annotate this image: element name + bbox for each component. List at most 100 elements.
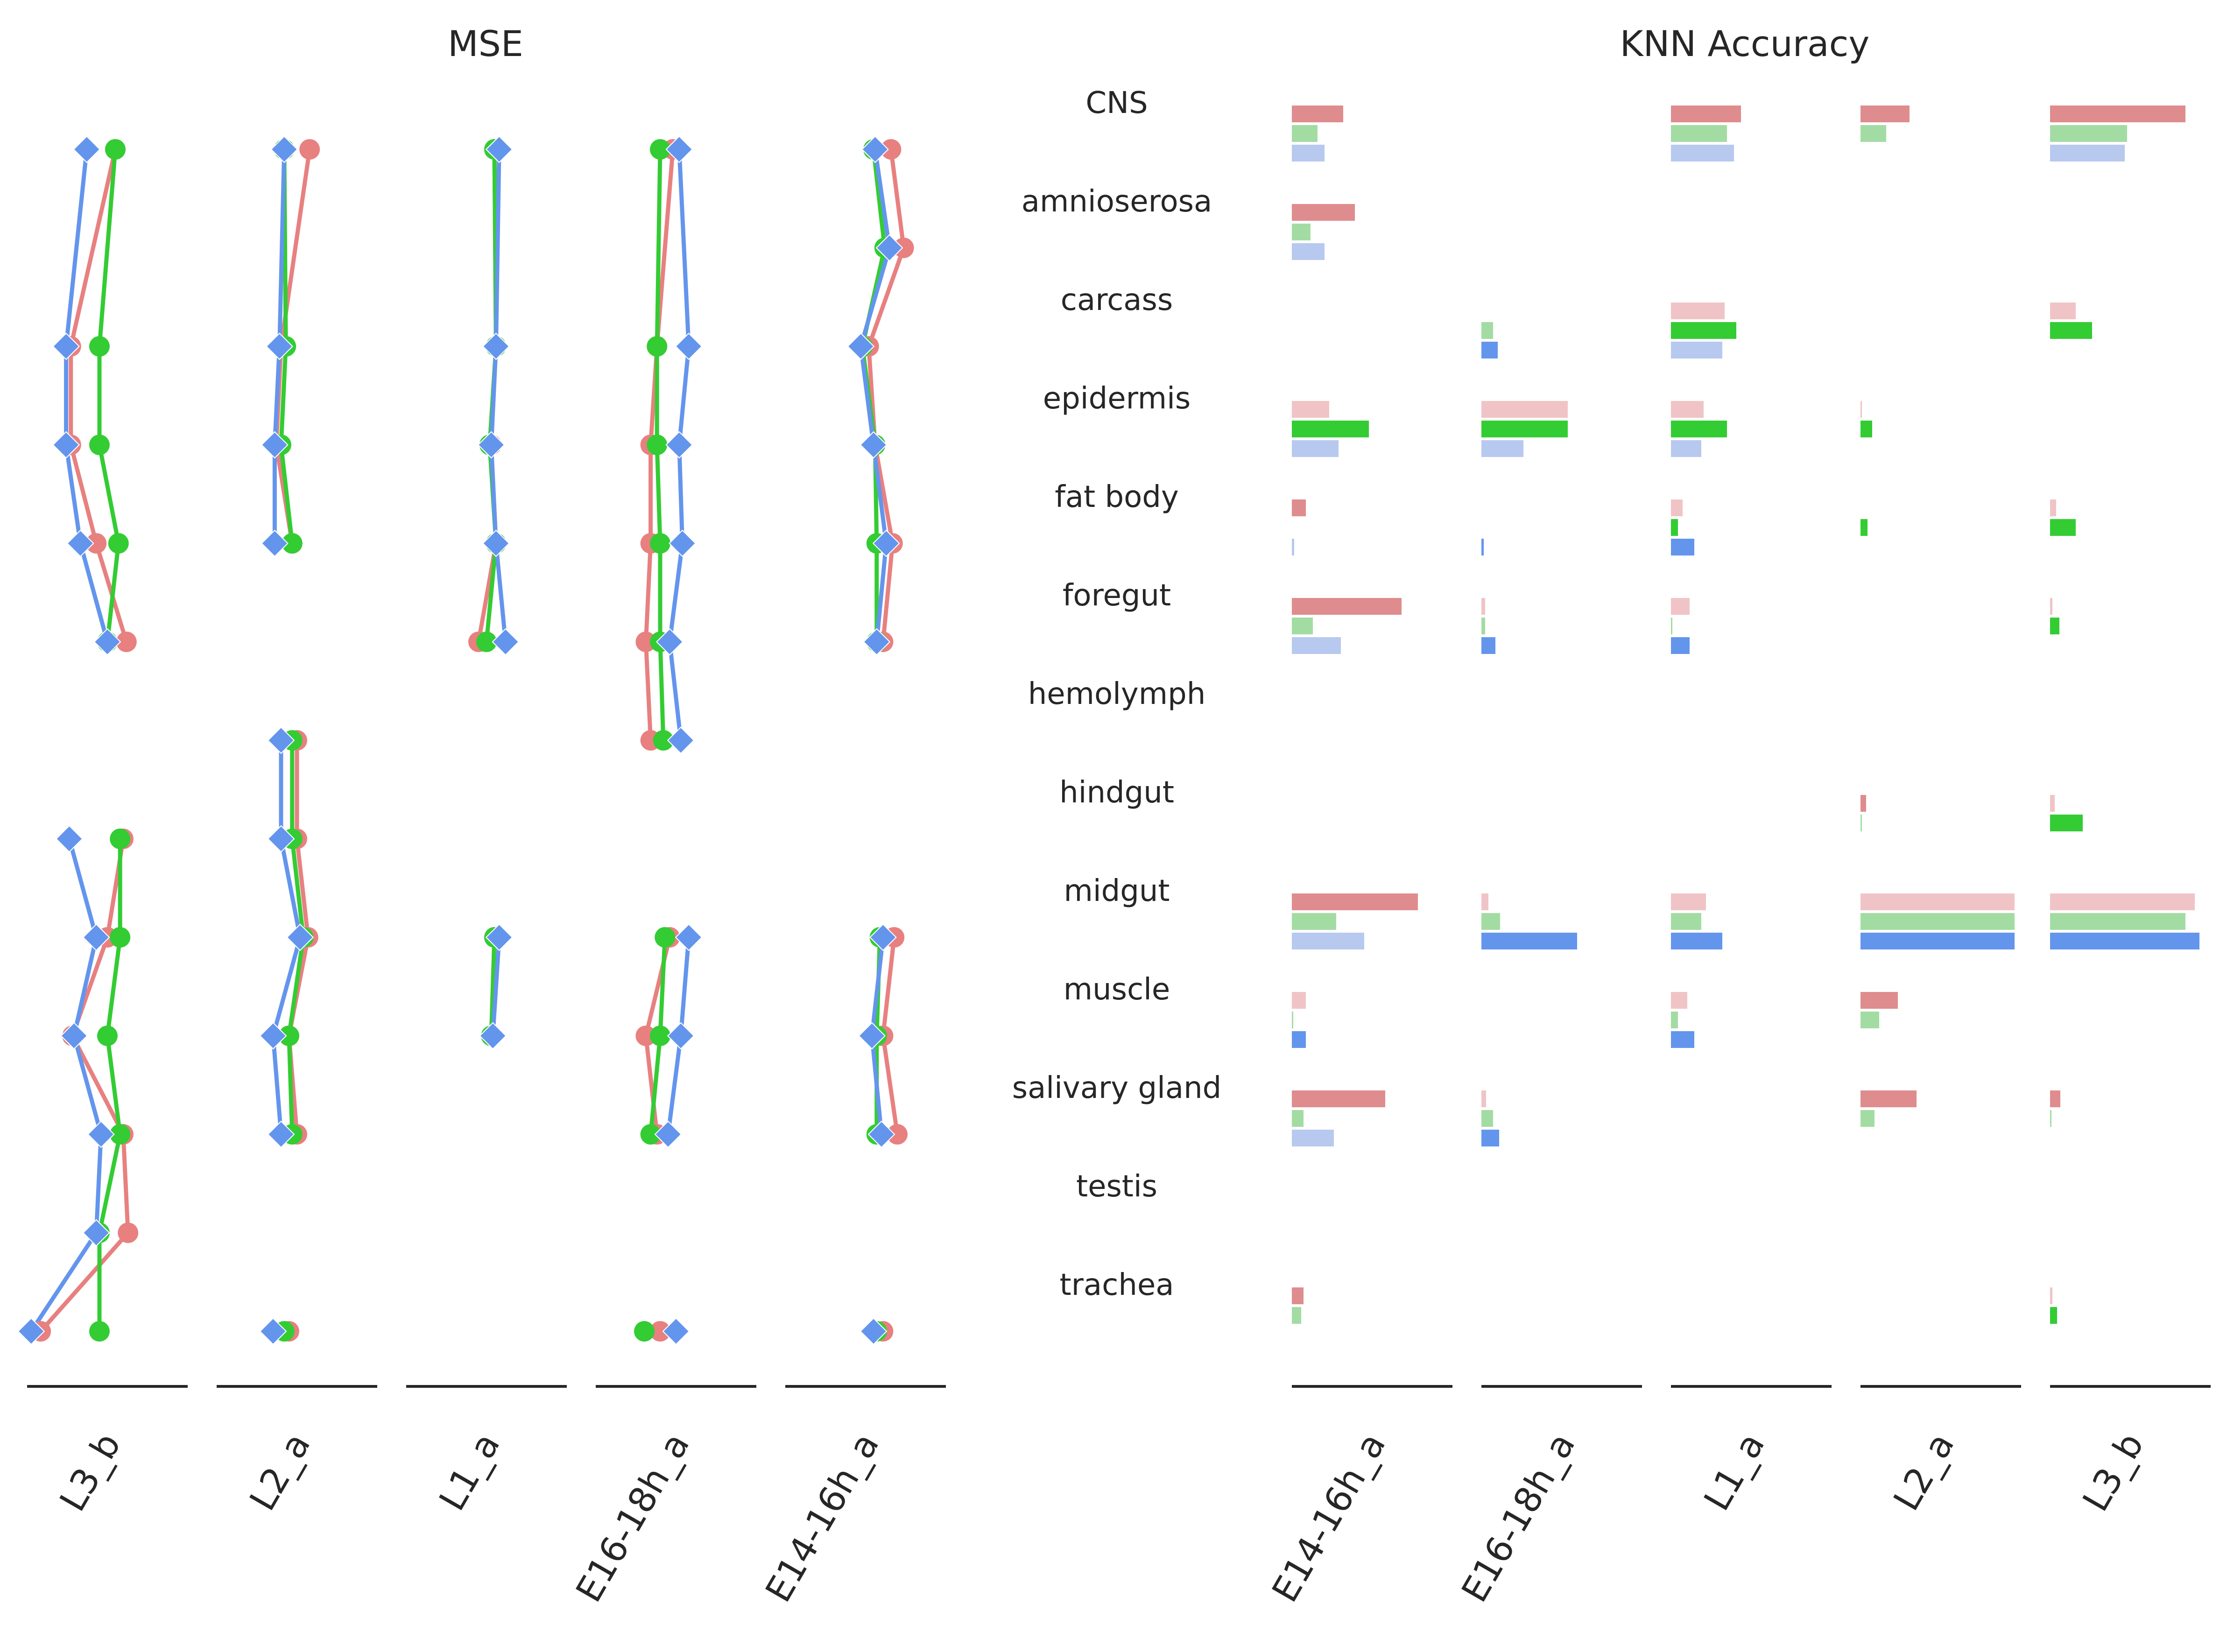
mse-point-green <box>105 139 126 160</box>
mse-point-red <box>116 632 137 652</box>
tissue-label: foregut <box>1063 578 1171 613</box>
tissue-label: epidermis <box>1043 381 1191 416</box>
tissue-label: testis <box>1076 1169 1157 1204</box>
x-tick-label: L1_a <box>1696 1426 1773 1518</box>
tissue-label: carcass <box>1061 283 1173 317</box>
knn-bar-green <box>2050 618 2059 634</box>
knn-bar-green <box>2050 1307 2057 1324</box>
knn-bar-green <box>1671 421 1727 437</box>
knn-bar-red <box>1861 401 1862 418</box>
knn-bar-blue <box>1671 145 1734 162</box>
mse-line-green <box>489 937 497 1036</box>
mse-point-blue <box>485 135 513 163</box>
tissue-label: midgut <box>1064 874 1170 908</box>
mse-point-blue <box>482 529 510 557</box>
mse-point-blue <box>261 431 289 459</box>
knn-bar-blue <box>1292 933 1364 949</box>
mse-line-red <box>643 149 675 741</box>
knn-bar-red <box>1292 401 1329 418</box>
knn-bar-blue <box>1481 933 1577 949</box>
mse-point-green <box>650 533 670 554</box>
mse-line-blue <box>859 149 892 642</box>
mse-panel <box>634 135 703 1345</box>
mse-point-green <box>89 336 110 357</box>
mse-point-blue <box>82 923 110 951</box>
mse-point-blue <box>655 628 684 656</box>
knn-bar-blue <box>1671 342 1722 359</box>
knn-bar-blue <box>1671 539 1694 555</box>
mse-point-green <box>653 730 674 751</box>
knn-bar-green <box>1292 618 1313 634</box>
knn-bar-green <box>2050 1110 2051 1127</box>
mse-point-red <box>635 632 656 652</box>
mse-point-green <box>97 1026 118 1046</box>
knn-bar-green <box>1481 421 1568 437</box>
mse-point-blue <box>665 135 693 163</box>
mse-point-blue <box>667 1022 695 1050</box>
knn-bar-red <box>2050 795 2055 812</box>
knn-bar-blue <box>1292 1130 1334 1146</box>
knn-bar-blue <box>1481 342 1498 359</box>
knn-bar-green <box>1861 1012 1879 1028</box>
mse-point-green <box>110 927 131 948</box>
knn-bar-red <box>1671 401 1704 418</box>
mse-point-green <box>650 1026 670 1046</box>
mse-point-green <box>647 336 668 357</box>
knn-bar-red <box>1292 105 1343 122</box>
mse-line-blue <box>491 937 501 1036</box>
knn-bar-green <box>1861 421 1872 437</box>
mse-panel <box>468 135 520 1050</box>
mse-point-blue <box>477 431 505 459</box>
knn-bar-blue <box>2050 933 2199 949</box>
knn-bar-green <box>1292 913 1336 930</box>
mse-line-green <box>97 839 122 1331</box>
knn-bar-red <box>1671 105 1741 122</box>
mse-point-blue <box>93 628 121 656</box>
mse-point-blue <box>675 332 703 360</box>
knn-bar-green <box>1861 519 1868 536</box>
knn-bar-blue <box>1481 539 1484 555</box>
mse-point-blue <box>55 825 83 853</box>
mse-point-blue <box>259 1022 287 1050</box>
tissue-label: muscle <box>1064 972 1170 1007</box>
mse-point-red <box>118 1223 139 1243</box>
mse-point-blue <box>669 529 697 557</box>
mse-point-blue <box>73 135 101 163</box>
mse-line-green <box>655 149 666 741</box>
tissue-label: trachea <box>1060 1268 1174 1302</box>
mse-point-green <box>108 533 129 554</box>
mse-point-blue <box>662 1317 690 1345</box>
mse-point-blue <box>847 332 875 360</box>
mse-point-red <box>893 238 914 258</box>
knn-bar-green <box>1292 1307 1301 1324</box>
knn-bar-green <box>1481 618 1485 634</box>
knn-panels <box>1292 105 2199 1324</box>
knn-bar-blue <box>1292 539 1294 555</box>
knn-bar-red <box>2050 1287 2052 1304</box>
mse-panels <box>17 135 914 1345</box>
mse-point-green <box>634 1321 655 1342</box>
knn-bar-red <box>1292 992 1306 1009</box>
mse-point-blue <box>482 332 510 360</box>
tissue-label: salivary gland <box>1012 1071 1222 1105</box>
knn-bar-green <box>1481 913 1500 930</box>
x-tick-label: E16-18h_a <box>1453 1426 1583 1609</box>
knn-bar-red <box>1481 598 1485 615</box>
mse-line-red <box>867 149 906 642</box>
mse-point-blue <box>479 1022 507 1050</box>
x-tick-label: L3_b <box>2074 1426 2152 1518</box>
knn-bar-green <box>1292 224 1311 240</box>
knn-bar-blue <box>1671 933 1722 949</box>
knn-bar-red <box>1861 105 1910 122</box>
mse-point-green <box>647 435 668 455</box>
mse-point-green <box>640 1124 661 1145</box>
mse-point-green <box>110 829 131 849</box>
mse-point-blue <box>52 431 80 459</box>
knn-bar-green <box>2050 519 2076 536</box>
knn-bar-red <box>1292 204 1355 221</box>
tissue-label: fat body <box>1055 480 1178 514</box>
knn-bar-green <box>1671 125 1727 142</box>
knn-bar-blue <box>1292 243 1325 260</box>
knn-bar-blue <box>2050 145 2125 162</box>
tissue-labels: CNS amnioserosa carcass epidermis fat body fo… <box>1012 86 1222 1302</box>
